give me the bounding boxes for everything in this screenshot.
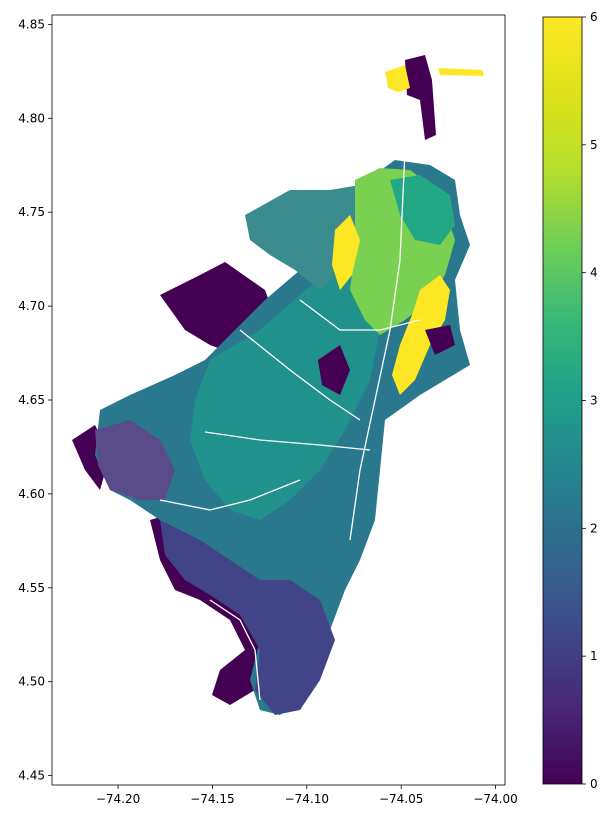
x-axis: −74.20 −74.15 −74.10 −74.05 −74.00 [96, 785, 518, 806]
region-east-dark-block [425, 325, 455, 355]
region-north-top [385, 65, 410, 92]
region-north-east-strip [392, 275, 450, 395]
region-north-central-green [390, 175, 455, 245]
colorbar-tick-label: 5 [590, 138, 598, 152]
x-tick-label: −74.15 [190, 792, 234, 806]
x-tick-label: −74.05 [379, 792, 423, 806]
y-tick-label: 4.55 [18, 581, 45, 595]
region-south-zone [160, 520, 335, 715]
region-north-dark-block [318, 345, 350, 395]
region-southwest-zone [95, 420, 175, 500]
colorbar [542, 16, 583, 785]
region-north-top-strip [438, 68, 484, 76]
colorbar-tick-label: 3 [590, 394, 598, 408]
colorbar-tick-label: 6 [590, 10, 598, 24]
y-tick-label: 4.50 [18, 675, 45, 689]
y-tick-label: 4.85 [18, 17, 45, 31]
region-north-east-zone [332, 215, 360, 290]
x-tick-label: −74.20 [96, 792, 140, 806]
x-tick-label: −74.00 [473, 792, 517, 806]
colorbar-axis: 0 1 2 3 4 5 6 [582, 10, 598, 791]
y-tick-label: 4.80 [18, 111, 45, 125]
y-tick-label: 4.60 [18, 487, 45, 501]
colorbar-tick-label: 0 [590, 777, 598, 791]
colorbar-tick-label: 2 [590, 521, 598, 535]
y-tick-label: 4.45 [18, 769, 45, 783]
map-area [72, 55, 484, 715]
y-tick-label: 4.75 [18, 205, 45, 219]
y-tick-label: 4.65 [18, 393, 45, 407]
street-network [159, 149, 421, 701]
x-tick-label: −74.10 [285, 792, 329, 806]
colorbar-tick-label: 4 [590, 266, 598, 280]
region-periphery-north [405, 55, 436, 140]
y-tick-label: 4.70 [18, 299, 45, 313]
region-north-west-zone [245, 185, 360, 290]
region-central-zone [190, 250, 385, 520]
y-axis: 4.45 4.50 4.55 4.60 4.65 4.70 4.75 4.80 4.85 [18, 17, 52, 783]
colorbar-tick-label: 1 [590, 649, 598, 663]
